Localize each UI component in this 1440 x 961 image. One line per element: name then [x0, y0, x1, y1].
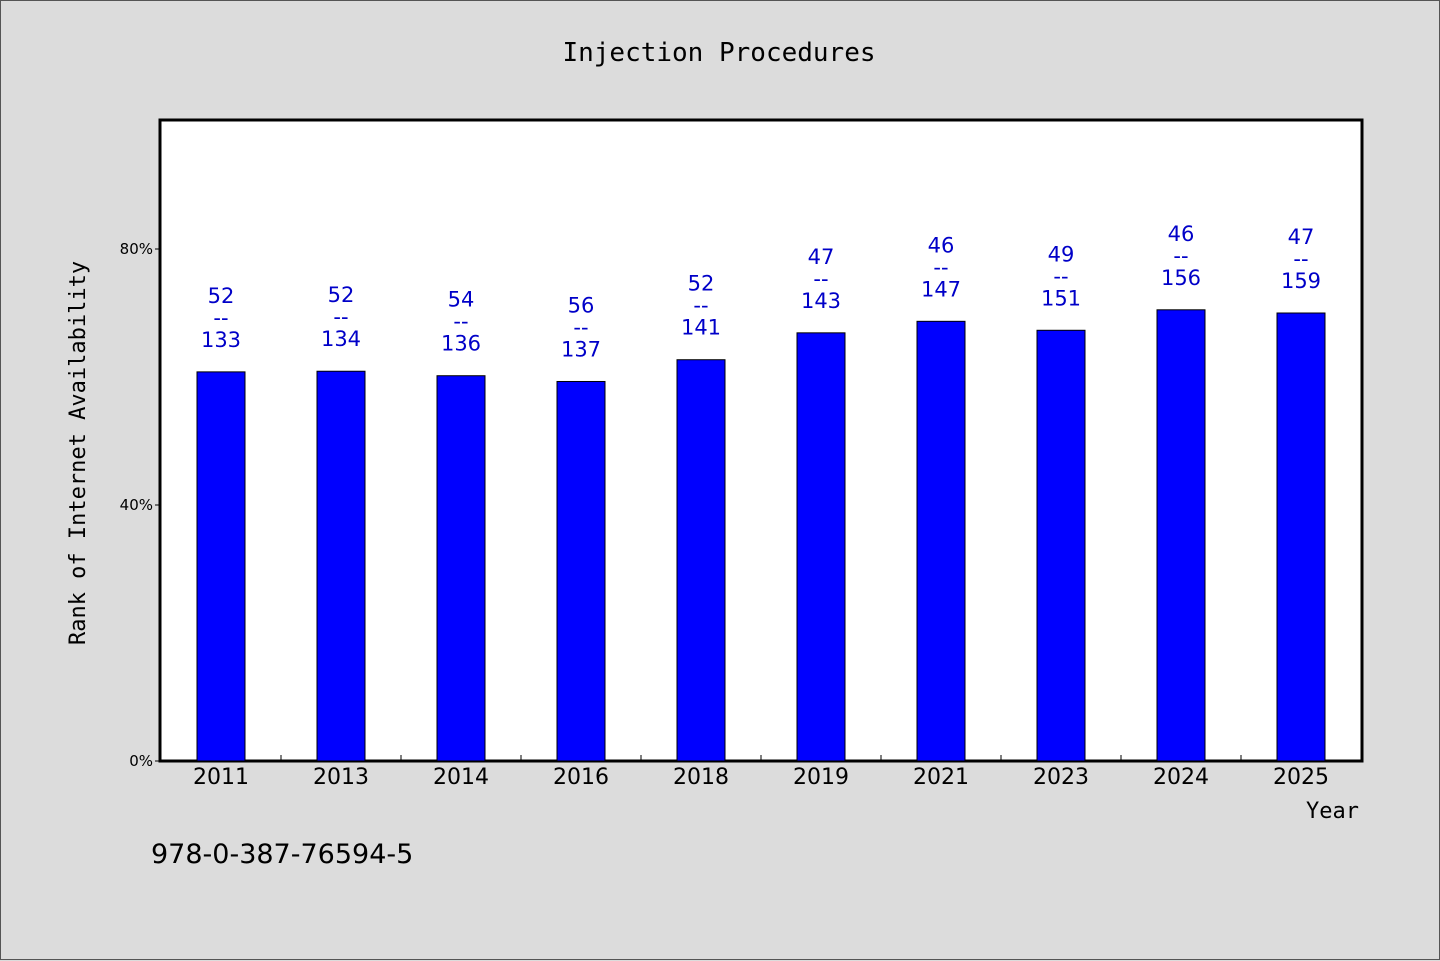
bar-2019	[796, 332, 846, 762]
bar-value-label-2019-top: 47	[808, 245, 835, 269]
x-tick-label-2019: 2019	[793, 765, 849, 790]
bar-value-label-2013-sep: --	[333, 305, 348, 329]
y-tick-label-80pct: 80%	[120, 240, 153, 258]
bar-value-label-2023-top: 49	[1048, 242, 1075, 266]
bar-2016	[556, 380, 606, 762]
bar-value-label-2023-sep: --	[1053, 264, 1068, 288]
x-tick-label-2011: 2011	[193, 765, 249, 790]
x-axis-label: Year	[1306, 799, 1359, 824]
bar-2014	[436, 375, 486, 762]
y-tick-label-40pct: 40%	[120, 496, 153, 514]
x-tick-label-2021: 2021	[913, 765, 969, 790]
bar-2025	[1276, 312, 1326, 762]
x-tick-label-2024: 2024	[1153, 765, 1209, 790]
bar-2018	[676, 359, 726, 762]
bar-2011	[196, 371, 246, 762]
bar-value-label-2024-bottom: 156	[1161, 266, 1201, 290]
bar-value-label-2021-bottom: 147	[921, 277, 961, 301]
y-tick-label-0pct: 0%	[129, 752, 153, 770]
x-tick-label-2013: 2013	[313, 765, 369, 790]
bar-value-label-2018-top: 52	[688, 272, 715, 296]
bar-value-label-2025-bottom: 159	[1281, 269, 1321, 293]
bar-value-label-2024-top: 46	[1168, 222, 1195, 246]
bar-value-label-2018-sep: --	[693, 294, 708, 318]
x-tick-label-2018: 2018	[673, 765, 729, 790]
bar-value-label-2025-top: 47	[1288, 225, 1315, 249]
bar-value-label-2011-top: 52	[208, 284, 235, 308]
bar-2013	[316, 370, 366, 762]
bar-value-label-2021-top: 46	[928, 233, 955, 257]
bar-value-label-2018-bottom: 141	[681, 316, 721, 340]
x-tick-label-2016: 2016	[553, 765, 609, 790]
y-axis-label: Rank of Internet Availability	[66, 261, 91, 645]
chart-title: Injection Procedures	[562, 38, 875, 68]
bar-value-label-2011-bottom: 133	[201, 328, 241, 352]
bar-value-label-2016-top: 56	[568, 293, 595, 317]
bar-2023	[1036, 329, 1086, 762]
bar-value-label-2023-bottom: 151	[1041, 286, 1081, 310]
bar-value-label-2021-sep: --	[933, 255, 948, 279]
bar-value-label-2013-top: 52	[328, 283, 355, 307]
bar-value-label-2013-bottom: 134	[321, 327, 361, 351]
bar-2024	[1156, 309, 1206, 762]
bar-value-label-2019-sep: --	[813, 267, 828, 291]
bar-value-label-2019-bottom: 143	[801, 289, 841, 313]
bar-value-label-2014-top: 54	[448, 288, 475, 312]
bar-value-label-2024-sep: --	[1173, 244, 1188, 268]
bar-value-label-2025-sep: --	[1293, 247, 1308, 271]
x-tick-label-2023: 2023	[1033, 765, 1089, 790]
bar-value-label-2014-bottom: 136	[441, 332, 481, 356]
bar-value-label-2011-sep: --	[213, 306, 228, 330]
bar-2021	[916, 320, 966, 762]
bar-value-label-2016-sep: --	[573, 315, 588, 339]
footer-code: 978-0-387-76594-5	[151, 839, 413, 870]
bar-value-label-2014-sep: --	[453, 310, 468, 334]
bar-value-label-2016-bottom: 137	[561, 337, 601, 361]
x-tick-label-2014: 2014	[433, 765, 489, 790]
x-tick-label-2025: 2025	[1273, 765, 1329, 790]
